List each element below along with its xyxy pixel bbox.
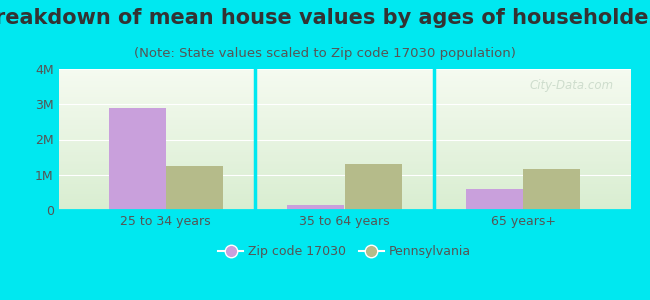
Bar: [58, 141, 630, 143]
Bar: [58, 154, 630, 155]
Bar: [58, 201, 630, 203]
Bar: [58, 159, 630, 161]
Bar: [58, 145, 630, 147]
Bar: [344, 164, 402, 210]
Bar: [58, 134, 630, 136]
Bar: [58, 101, 630, 103]
Bar: [58, 85, 630, 87]
Bar: [58, 164, 630, 166]
Bar: [58, 206, 630, 208]
Bar: [58, 117, 630, 118]
Bar: [58, 178, 630, 180]
Bar: [58, 175, 630, 176]
Bar: [58, 92, 630, 94]
Text: (Note: State values scaled to Zip code 17030 population): (Note: State values scaled to Zip code 1…: [134, 46, 516, 59]
Bar: [58, 148, 630, 150]
Bar: [58, 120, 630, 122]
Bar: [58, 127, 630, 129]
Bar: [58, 136, 630, 138]
Bar: [58, 83, 630, 85]
Bar: [58, 87, 630, 88]
Bar: [58, 152, 630, 154]
Bar: [58, 76, 630, 78]
Bar: [58, 88, 630, 90]
Bar: [58, 78, 630, 80]
Bar: [58, 173, 630, 175]
Bar: [523, 169, 580, 210]
Bar: [58, 106, 630, 108]
Bar: [58, 110, 630, 111]
Bar: [466, 189, 523, 210]
Bar: [58, 118, 630, 120]
Bar: [58, 155, 630, 157]
Bar: [287, 205, 344, 210]
Bar: [58, 194, 630, 196]
Bar: [58, 161, 630, 162]
Text: Breakdown of mean house values by ages of householders: Breakdown of mean house values by ages o…: [0, 8, 650, 28]
Bar: [58, 71, 630, 73]
Bar: [58, 198, 630, 200]
Bar: [58, 80, 630, 81]
Bar: [58, 122, 630, 124]
Bar: [58, 125, 630, 127]
Bar: [58, 208, 630, 210]
Bar: [58, 94, 630, 95]
Bar: [58, 176, 630, 178]
Bar: [58, 171, 630, 173]
Bar: [109, 108, 166, 210]
Bar: [58, 81, 630, 83]
Bar: [58, 185, 630, 187]
Bar: [58, 124, 630, 125]
Bar: [58, 113, 630, 115]
Legend: Zip code 17030, Pennsylvania: Zip code 17030, Pennsylvania: [213, 240, 476, 263]
Bar: [58, 157, 630, 159]
Bar: [58, 133, 630, 134]
Bar: [58, 115, 630, 117]
Bar: [58, 99, 630, 101]
Bar: [58, 108, 630, 109]
Bar: [58, 147, 630, 148]
Bar: [58, 103, 630, 104]
Bar: [58, 184, 630, 185]
Bar: [58, 187, 630, 189]
Bar: [58, 189, 630, 190]
Bar: [58, 140, 630, 141]
Bar: [58, 111, 630, 113]
Bar: [58, 131, 630, 132]
Bar: [58, 192, 630, 194]
Bar: [58, 203, 630, 205]
Bar: [58, 205, 630, 206]
Bar: [58, 150, 630, 152]
Bar: [58, 169, 630, 171]
Bar: [58, 69, 630, 71]
Bar: [58, 162, 630, 164]
Bar: [58, 190, 630, 192]
Bar: [58, 200, 630, 201]
Bar: [58, 143, 630, 145]
Bar: [58, 90, 630, 92]
Bar: [58, 138, 630, 140]
Bar: [58, 95, 630, 97]
Bar: [58, 168, 630, 169]
Bar: [58, 73, 630, 74]
Bar: [58, 104, 630, 106]
Bar: [58, 182, 630, 184]
Text: City-Data.com: City-Data.com: [529, 79, 614, 92]
Bar: [58, 166, 630, 168]
Bar: [58, 97, 630, 99]
Bar: [58, 74, 630, 76]
Bar: [58, 129, 630, 131]
Bar: [58, 196, 630, 198]
Bar: [166, 166, 223, 210]
Bar: [58, 180, 630, 182]
